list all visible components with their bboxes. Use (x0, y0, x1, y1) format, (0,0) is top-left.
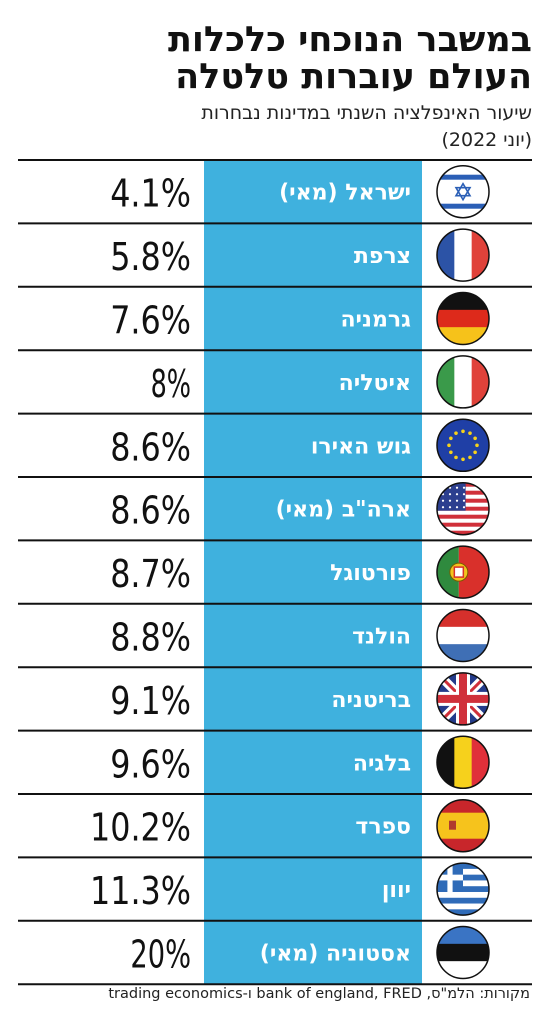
country-name-label: גרמניה (340, 308, 411, 333)
table-row: 8.6% ארה"ב (מאי) (110, 489, 411, 533)
spain-flag-icon (436, 798, 490, 853)
country-name-label: הולנד (352, 625, 411, 650)
country-name-label: ארה"ב (מאי) (276, 498, 411, 523)
netherlands-flag-icon (436, 608, 490, 663)
inflation-value-label: 8% (151, 362, 191, 406)
table-row: 9.6% בלגיה (110, 742, 411, 786)
table-row: 11.3% יוון (90, 869, 411, 913)
table-row: 8.8% הולנד (110, 616, 411, 660)
estonia-flag-icon (436, 925, 490, 980)
country-name-label: ישראל (מאי) (279, 181, 411, 206)
inflation-value-label: 8.6% (110, 489, 191, 533)
inflation-value-label: 8.6% (110, 425, 191, 469)
page-title: במשבר הנוכחי כלכלות העולם עוברות טלטלה (12, 22, 532, 96)
inflation-value-label: 4.1% (110, 172, 191, 216)
subtitle-line-2: (יוני 2022) (441, 129, 532, 151)
table-row: 8.7% פורטוגל (110, 552, 411, 596)
inflation-value-label: 11.3% (90, 869, 191, 913)
inflation-value-label: 8.8% (110, 616, 191, 660)
eu-flag-icon (436, 418, 490, 473)
country-name-label: יוון (382, 878, 411, 903)
table-row: 8.6% גוש האירו (110, 425, 411, 469)
inflation-value-label: 10.2% (90, 806, 191, 850)
table-row: 8% איטליה (151, 362, 411, 406)
table-row: 20% אסטוניה (מאי) (130, 933, 411, 977)
subtitle-line-1: שיעור האינפלציה השנתי במדינות נבחרות (201, 102, 532, 124)
belgium-flag-icon (436, 735, 490, 790)
country-name-label: בריטניה (331, 688, 411, 713)
inflation-value-label: 9.1% (110, 679, 191, 723)
country-band (204, 160, 422, 985)
inflation-value-label: 7.6% (110, 299, 191, 343)
table-row: 9.1% בריטניה (110, 679, 411, 723)
israel-flag-icon (436, 164, 490, 219)
country-name-label: גוש האירו (311, 434, 411, 459)
table-row: 4.1% ישראל (מאי) (110, 172, 411, 216)
inflation-value-label: 5.8% (110, 235, 191, 279)
germany-flag-icon (436, 291, 490, 346)
country-name-label: בלגיה (353, 751, 411, 776)
table-row: 5.8% צרפת (110, 235, 411, 279)
inflation-value-label: 20% (130, 933, 191, 977)
title-line-1: במשבר הנוכחי כלכלות (167, 20, 532, 60)
table-row: 7.6% גרמניה (110, 299, 411, 343)
country-name-label: אסטוניה (מאי) (260, 942, 411, 967)
table-row: 10.2% ספרד (90, 806, 411, 850)
france-flag-icon (436, 228, 490, 282)
country-name-label: צרפת (354, 244, 411, 269)
greece-flag-icon (436, 862, 490, 916)
title-line-2: העולם עוברות טלטלה (175, 57, 532, 97)
country-name-label: ספרד (355, 815, 411, 840)
inflation-value-label: 9.6% (110, 742, 191, 786)
subtitle: שיעור האינפלציה השנתי במדינות נבחרות (יו… (12, 100, 532, 154)
italy-flag-icon (436, 355, 490, 409)
country-name-label: פורטוגל (330, 561, 411, 586)
inflation-value-label: 8.7% (110, 552, 191, 596)
source-note: מקורות: הלמ"ס, bank of england, FRED ו-t… (108, 986, 530, 1002)
uk-flag-icon (436, 672, 490, 726)
usa-flag-icon (436, 481, 490, 536)
country-name-label: איטליה (339, 371, 411, 396)
portugal-flag-icon (436, 545, 490, 599)
